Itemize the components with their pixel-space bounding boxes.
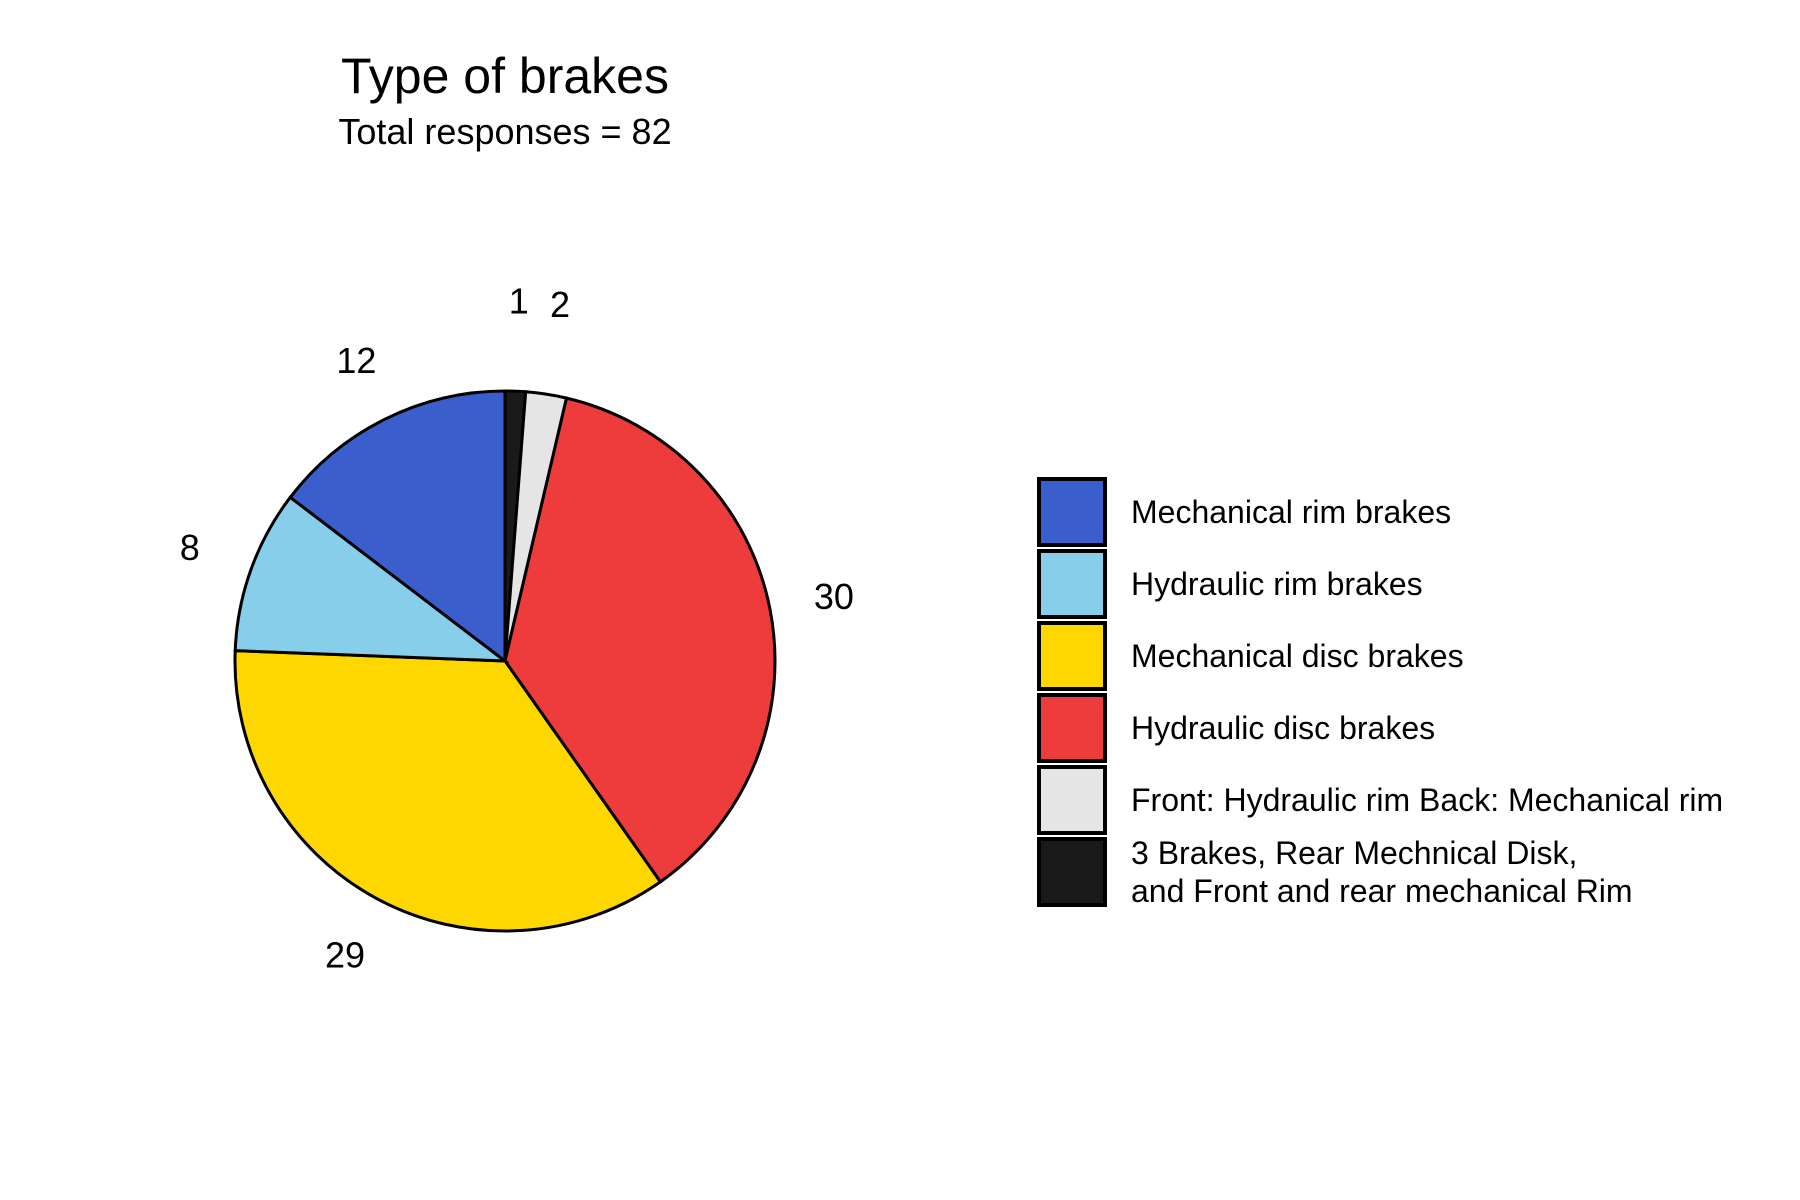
legend-swatch bbox=[1037, 477, 1107, 547]
pie-slice bbox=[233, 495, 510, 663]
data-label: 29 bbox=[325, 934, 365, 975]
chart-subtitle: Total responses = 82 bbox=[338, 111, 671, 152]
legend-label: Mechanical rim brakes bbox=[1131, 494, 1451, 530]
legend: Mechanical rim brakes Hydraulic rim brake… bbox=[1037, 477, 1723, 909]
data-label: 8 bbox=[180, 527, 200, 568]
legend-swatch bbox=[1037, 621, 1107, 691]
chart-title: Type of brakes bbox=[341, 48, 669, 104]
pie-slice bbox=[503, 396, 777, 884]
pie-slice bbox=[233, 649, 663, 933]
legend-label: 3 Brakes, Rear Mechnical Disk, and Front … bbox=[1131, 835, 1633, 909]
legend-label: Front: Hydraulic rim Back: Mechanical ri… bbox=[1131, 782, 1723, 818]
legend-label: Mechanical disc brakes bbox=[1131, 638, 1464, 674]
data-label: 30 bbox=[814, 576, 854, 617]
data-label: 2 bbox=[550, 284, 570, 325]
legend-label: Hydraulic disc brakes bbox=[1131, 710, 1435, 746]
legend-swatch bbox=[1037, 549, 1107, 619]
data-label: 1 bbox=[509, 280, 529, 321]
legend-swatch bbox=[1037, 765, 1107, 835]
pie-slice bbox=[288, 389, 507, 665]
legend-swatch bbox=[1037, 693, 1107, 763]
legend-swatch bbox=[1037, 837, 1107, 907]
data-label: 12 bbox=[336, 340, 376, 381]
legend-label: Hydraulic rim brakes bbox=[1131, 566, 1423, 602]
